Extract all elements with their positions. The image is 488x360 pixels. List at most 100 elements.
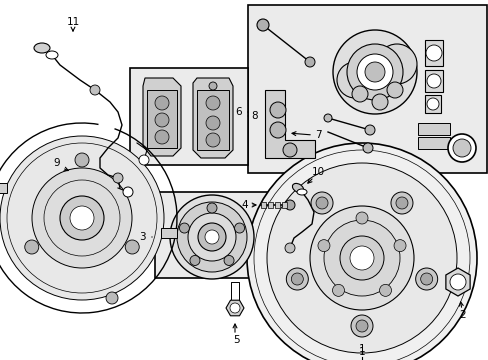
Circle shape: [269, 102, 285, 118]
Text: 8: 8: [251, 111, 258, 121]
Circle shape: [25, 240, 39, 254]
Text: 6: 6: [235, 107, 242, 117]
Bar: [417, 137, 449, 149]
Polygon shape: [142, 78, 181, 156]
Circle shape: [364, 125, 374, 135]
Circle shape: [285, 243, 294, 253]
Bar: [424, 95, 440, 113]
Circle shape: [349, 246, 373, 270]
Circle shape: [305, 57, 314, 67]
Circle shape: [364, 62, 384, 82]
Circle shape: [426, 98, 438, 110]
Circle shape: [155, 96, 169, 110]
Circle shape: [452, 139, 470, 157]
Circle shape: [390, 192, 412, 214]
Bar: [417, 123, 449, 135]
Text: 2: 2: [459, 310, 466, 320]
Text: 4: 4: [241, 200, 248, 210]
Ellipse shape: [296, 189, 306, 195]
Circle shape: [198, 223, 225, 251]
Polygon shape: [197, 90, 228, 150]
Polygon shape: [445, 268, 469, 296]
Circle shape: [351, 86, 367, 102]
Circle shape: [60, 196, 104, 240]
Circle shape: [425, 45, 441, 61]
Bar: [130, 68, 247, 165]
Circle shape: [415, 268, 437, 290]
Circle shape: [283, 143, 296, 157]
Text: 7: 7: [314, 130, 321, 140]
Circle shape: [246, 143, 476, 360]
Circle shape: [356, 54, 392, 90]
Polygon shape: [225, 300, 244, 316]
Circle shape: [234, 223, 244, 233]
Text: 5: 5: [232, 335, 239, 345]
Circle shape: [310, 192, 332, 214]
Circle shape: [70, 206, 94, 230]
Circle shape: [355, 320, 367, 332]
Polygon shape: [193, 78, 232, 158]
Circle shape: [0, 136, 163, 300]
Bar: [247, 5, 486, 173]
Circle shape: [332, 284, 344, 296]
Circle shape: [205, 96, 220, 110]
Circle shape: [291, 273, 303, 285]
Circle shape: [32, 168, 132, 268]
Bar: [424, 40, 442, 66]
Circle shape: [139, 155, 149, 165]
Circle shape: [336, 62, 372, 98]
Text: 10: 10: [311, 167, 324, 177]
Bar: [155, 192, 299, 278]
Circle shape: [229, 303, 240, 313]
Circle shape: [266, 163, 456, 353]
Ellipse shape: [292, 183, 303, 193]
Circle shape: [355, 212, 367, 224]
Circle shape: [346, 44, 402, 100]
Circle shape: [350, 315, 372, 337]
Circle shape: [393, 240, 405, 252]
Circle shape: [177, 202, 246, 272]
Circle shape: [106, 292, 118, 304]
Text: 1: 1: [358, 347, 365, 357]
Circle shape: [269, 122, 285, 138]
Circle shape: [208, 82, 217, 90]
Circle shape: [315, 197, 327, 209]
Text: 1: 1: [358, 344, 365, 354]
Bar: [161, 228, 176, 238]
Circle shape: [125, 240, 139, 254]
Circle shape: [224, 256, 234, 265]
Circle shape: [179, 223, 189, 233]
Circle shape: [155, 113, 169, 127]
Circle shape: [206, 203, 217, 213]
Circle shape: [90, 85, 100, 95]
Circle shape: [286, 268, 308, 290]
Circle shape: [376, 44, 416, 84]
Circle shape: [395, 197, 407, 209]
Circle shape: [204, 230, 219, 244]
Circle shape: [386, 82, 402, 98]
Circle shape: [75, 153, 89, 167]
Circle shape: [332, 30, 416, 114]
Circle shape: [371, 94, 387, 110]
Bar: [274, 202, 280, 208]
Circle shape: [379, 284, 391, 296]
Polygon shape: [147, 90, 177, 148]
Bar: [424, 70, 442, 92]
Text: 3: 3: [139, 232, 145, 242]
Circle shape: [187, 213, 236, 261]
Circle shape: [447, 134, 475, 162]
Circle shape: [123, 187, 133, 197]
Polygon shape: [264, 90, 314, 158]
Circle shape: [205, 116, 220, 130]
Circle shape: [449, 274, 465, 290]
Ellipse shape: [34, 43, 50, 53]
Circle shape: [324, 220, 399, 296]
Text: 11: 11: [66, 17, 80, 27]
Circle shape: [285, 200, 294, 210]
Circle shape: [420, 273, 432, 285]
Circle shape: [339, 236, 383, 280]
Circle shape: [362, 143, 372, 153]
Circle shape: [113, 173, 123, 183]
Text: 9: 9: [54, 158, 60, 168]
Ellipse shape: [46, 51, 58, 59]
